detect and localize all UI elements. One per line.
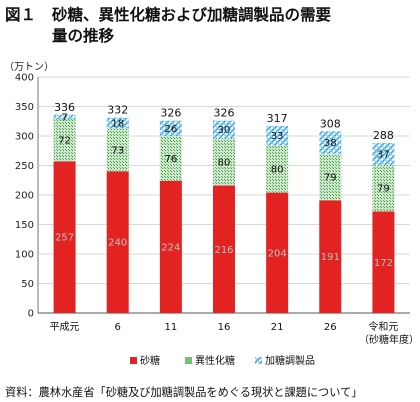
y-tick-label: 400: [15, 73, 34, 84]
bar-segment: [319, 131, 342, 154]
bar-segment: [213, 185, 235, 313]
segment-value-label: 33: [271, 131, 284, 142]
y-tick-label: 150: [15, 220, 34, 231]
bar-total-label: 336: [54, 101, 75, 114]
y-axis-unit-label: （万トン）: [4, 61, 54, 73]
y-tick-label: 50: [21, 279, 34, 290]
segment-value-label: 26: [164, 124, 177, 135]
segment-value-label: 80: [218, 157, 231, 168]
x-tick-label: 令和元: [368, 320, 398, 333]
bar-segment: [159, 120, 182, 136]
bar-segment: [213, 138, 235, 186]
legend: 砂糖 異性化糖 加糖調製品: [130, 354, 315, 367]
y-tick-label: 100: [15, 250, 34, 261]
x-tick-label: 11: [164, 322, 177, 333]
figure-label: 図１: [5, 6, 36, 24]
segment-value-label: 72: [58, 136, 71, 147]
bar-segment: [53, 161, 76, 313]
y-tick-label: 250: [15, 161, 34, 172]
bar-segment: [159, 180, 182, 313]
bar-segment: [53, 114, 76, 119]
bar-segment: [372, 164, 395, 212]
bar-segment: [266, 192, 289, 313]
x-tick-label: 21: [271, 322, 284, 333]
bar-total-label: 326: [214, 107, 235, 120]
bar-segment: [106, 128, 129, 172]
segment-value-label: 257: [55, 233, 74, 244]
bar-segment: [266, 125, 289, 146]
segment-value-label: 76: [164, 154, 177, 165]
y-tick-label: 300: [15, 132, 34, 143]
segment-value-label: 30: [218, 125, 231, 136]
bar-segment: [372, 143, 395, 165]
segment-value-label: 79: [324, 173, 337, 184]
segment-value-label: 7: [61, 112, 67, 123]
bar-segment: [266, 145, 289, 193]
bar-total-label: 332: [107, 104, 128, 117]
chart-title-line1: 砂糖、異性化糖および加糖調製品の需要: [52, 5, 331, 24]
y-axis-ticks: 0 50 100 150 200 250 300 350 400: [15, 73, 34, 320]
segment-value-label: 37: [377, 149, 390, 160]
segment-value-label: 172: [374, 258, 393, 269]
x-tick-label: 26: [324, 322, 337, 333]
y-tick-label: 200: [15, 191, 34, 202]
bar-total-label: 317: [267, 112, 288, 125]
bar-segment: [319, 153, 342, 201]
y-tick-label: 350: [15, 102, 34, 113]
bar-total-label: 308: [320, 117, 341, 130]
bar-segment: [106, 117, 129, 129]
y-tick-label: 0: [28, 309, 34, 320]
bar-segment: [106, 171, 129, 313]
segment-value-label: 79: [377, 184, 390, 195]
segment-value-label: 18: [111, 119, 124, 130]
segment-value-label: 191: [321, 252, 340, 263]
bar-segment: [213, 120, 235, 139]
x-tick-label: 平成元: [50, 321, 80, 333]
bar-segment: [319, 200, 342, 313]
segment-value-label: 224: [161, 242, 180, 253]
bar-segment: [159, 136, 182, 181]
legend-label: 砂糖: [140, 354, 160, 367]
bar-segment: [53, 118, 76, 162]
segment-value-label: 80: [271, 165, 284, 176]
legend-label: 異性化糖: [195, 354, 235, 367]
legend-label: 加糖調製品: [265, 354, 315, 367]
legend-swatch: [130, 357, 137, 364]
bar-total-label: 326: [160, 107, 181, 120]
legend-swatch: [255, 357, 262, 364]
x-axis-unit-label: （砂糖年度）: [359, 333, 419, 346]
chart-title-line2: 量の推移: [52, 26, 115, 45]
segment-value-label: 240: [108, 238, 127, 249]
bar-total-label: 288: [373, 129, 394, 142]
x-tick-label: 16: [218, 322, 231, 333]
bar-segment: [372, 211, 395, 313]
legend-swatch: [185, 357, 192, 364]
source-note: 資料：農林水産省「砂糖及び加糖調製品をめぐる現状と課題について」: [5, 385, 362, 399]
x-tick-label: 6: [115, 322, 121, 333]
segment-value-label: 38: [324, 138, 337, 149]
segment-value-label: 204: [268, 248, 287, 259]
segment-value-label: 73: [111, 145, 124, 156]
segment-value-label: 216: [214, 245, 233, 256]
x-axis-labels: 平成元 6 11 16 21 26 令和元: [50, 320, 399, 333]
